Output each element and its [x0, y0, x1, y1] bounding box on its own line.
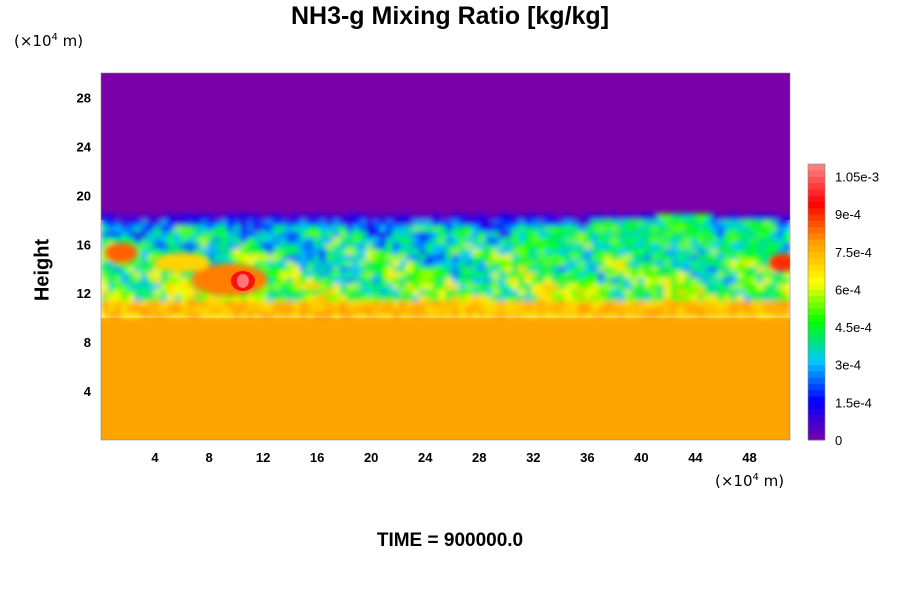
colorbar-bin — [808, 396, 825, 403]
colorbar-bin — [808, 327, 825, 334]
y-unit-tail: m) — [57, 32, 84, 50]
colorbar-bin — [808, 383, 825, 391]
colorbar-bin — [808, 164, 825, 171]
colorbar-bin — [808, 182, 825, 190]
colorbar-bin — [808, 433, 825, 441]
y-tick-label: 28 — [77, 90, 91, 105]
colorbar-bin — [808, 295, 825, 303]
colorbar-bin — [808, 214, 825, 221]
x-tick-label: 8 — [205, 450, 212, 465]
colorbar — [807, 163, 826, 441]
colorbar-frame — [807, 163, 826, 441]
x-tick-label: 12 — [256, 450, 270, 465]
colorbar-tick-label: 0 — [835, 433, 842, 448]
colorbar-bin — [808, 371, 825, 378]
x-tick-label: 4 — [151, 450, 159, 465]
x-tick-label: 32 — [526, 450, 540, 465]
y-tick-label: 20 — [77, 188, 91, 203]
y-tick-label: 16 — [77, 237, 91, 252]
colorbar-bin — [808, 258, 825, 265]
colorbar-tick-label: 6e-4 — [835, 282, 861, 297]
plot-frame — [100, 72, 791, 441]
colorbar-bin — [808, 189, 825, 196]
y-axis-unit: (×104 m) — [14, 32, 83, 50]
y-unit-exponent: 4 — [51, 32, 58, 43]
colorbar-tick-label: 4.5e-4 — [835, 320, 872, 335]
lower-layer — [101, 317, 790, 440]
colorbar-tick-label: 3e-4 — [835, 358, 861, 373]
colorbar-bin — [808, 389, 825, 397]
colorbar-bin — [808, 276, 825, 284]
colorbar-bin — [808, 320, 825, 328]
y-unit-base: (×10 — [14, 32, 52, 50]
colorbar-bin — [808, 201, 825, 209]
colorbar-bin — [808, 408, 825, 416]
colorbar-bin — [808, 207, 825, 215]
y-tick-labels: 4 8 12 16 20 24 28 — [77, 90, 92, 399]
colorbar-bin — [808, 345, 825, 353]
x-tick-label: 44 — [688, 450, 703, 465]
time-label: TIME = 900000.0 — [376, 530, 524, 551]
colorbar-bin — [808, 264, 825, 272]
colorbar-bin — [808, 352, 825, 359]
chart-title: NH3-g Mixing Ratio [kg/kg] — [290, 2, 610, 30]
colorbar-bin — [808, 414, 825, 422]
x-tick-label: 40 — [634, 450, 648, 465]
colorbar-bin — [808, 302, 825, 309]
colorbar-tick-label: 9e-4 — [835, 207, 861, 222]
colorbar-bin — [808, 220, 825, 228]
colorbar-bin — [808, 339, 825, 347]
colorbar-bin — [808, 270, 825, 278]
colorbar-bin — [808, 364, 825, 372]
x-tick-label: 36 — [580, 450, 594, 465]
colorbar-bin — [808, 289, 825, 297]
colorbar-bin — [808, 314, 825, 322]
colorbar-bin — [808, 427, 825, 435]
turbulent-layer — [101, 213, 790, 319]
colorbar-bin — [808, 308, 825, 315]
colorbar-bin — [808, 377, 825, 384]
colorbar-bin — [808, 170, 825, 177]
x-unit-base: (×10 — [715, 472, 753, 490]
colorbar-bin — [808, 239, 825, 246]
colorbar-tick-label: 1.05e-3 — [835, 170, 879, 185]
colorbar-tick-label: 1.5e-4 — [835, 395, 872, 410]
colorbar-bin — [808, 195, 825, 203]
colorbar-tick-labels: 0 1.5e-4 3e-4 4.5e-4 6e-4 7.5e-4 9e-4 1.05e-3 — [835, 170, 879, 448]
x-tick-label: 16 — [310, 450, 324, 465]
colorbar-bin — [808, 233, 825, 240]
colorbar-bin — [808, 251, 825, 259]
x-tick-label: 48 — [742, 450, 756, 465]
x-axis-unit: (×104 m) — [715, 472, 784, 490]
colorbar-bin — [808, 176, 825, 184]
x-tick-label: 24 — [418, 450, 433, 465]
colorbar-bin — [808, 283, 825, 290]
x-unit-tail: m) — [758, 472, 785, 490]
colorbar-tick-label: 7.5e-4 — [835, 245, 872, 260]
y-tick-label: 8 — [84, 335, 91, 350]
colorbar-bin — [808, 333, 825, 341]
heatmap-field — [101, 73, 790, 440]
colorbar-bin — [808, 245, 825, 253]
x-tick-labels: 4 8 12 16 20 24 28 32 36 40 44 48 — [151, 450, 756, 465]
colorbar-bin — [808, 358, 825, 366]
y-tick-label: 12 — [77, 286, 91, 301]
y-tick-label: 24 — [77, 139, 92, 154]
x-tick-label: 28 — [472, 450, 486, 465]
colorbar-bin — [808, 226, 825, 234]
colorbar-bin — [808, 421, 825, 428]
x-unit-exponent: 4 — [752, 472, 759, 483]
y-tick-label: 4 — [84, 384, 92, 399]
x-tick-label: 20 — [364, 450, 378, 465]
upper-layer — [101, 73, 790, 220]
peak-spot — [236, 273, 249, 288]
colorbar-bin — [808, 402, 825, 410]
